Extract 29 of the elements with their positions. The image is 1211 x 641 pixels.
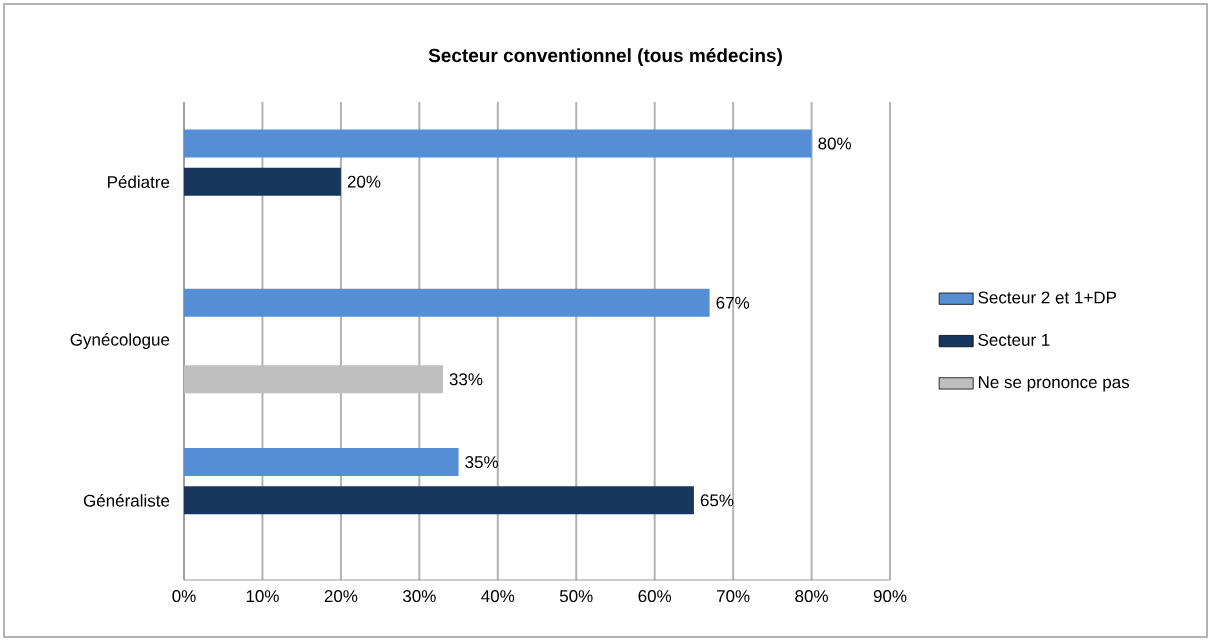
x-tick-label: 20% (324, 590, 358, 603)
y-tick-label: Pédiatre (108, 175, 170, 188)
data-label: 80% (818, 137, 852, 150)
x-tick-label: 10% (246, 590, 279, 603)
data-label: 35% (465, 456, 499, 469)
bar (184, 365, 443, 394)
x-tick-label: 50% (559, 590, 593, 603)
bar (184, 448, 459, 477)
legend-label: Secteur 1 (978, 333, 1050, 346)
x-tick-label: 40% (481, 590, 515, 603)
x-tick-label: 70% (716, 590, 750, 603)
chart-title: Secteur conventionnel (tous médecins) (428, 48, 782, 66)
legend-label: Ne se prononce pas (978, 376, 1130, 392)
y-tick-label: Gynécologue (70, 332, 170, 350)
x-tick-label: 30% (402, 590, 436, 603)
bar (184, 288, 710, 317)
x-tick-label: 80% (795, 590, 828, 603)
bar (184, 486, 694, 515)
x-tick-label: 60% (638, 590, 672, 603)
bar (184, 129, 812, 158)
data-label: 20% (347, 175, 381, 188)
data-label: 33% (449, 373, 483, 386)
x-tick-label: 90% (873, 590, 907, 603)
legend-label: Secteur 2 et 1+DP (978, 291, 1117, 304)
data-label: 65% (700, 494, 734, 507)
bar (184, 167, 341, 196)
y-tick-label: Généraliste (83, 493, 170, 507)
x-tick-label: 0% (172, 590, 196, 603)
data-label: 67% (716, 296, 750, 309)
